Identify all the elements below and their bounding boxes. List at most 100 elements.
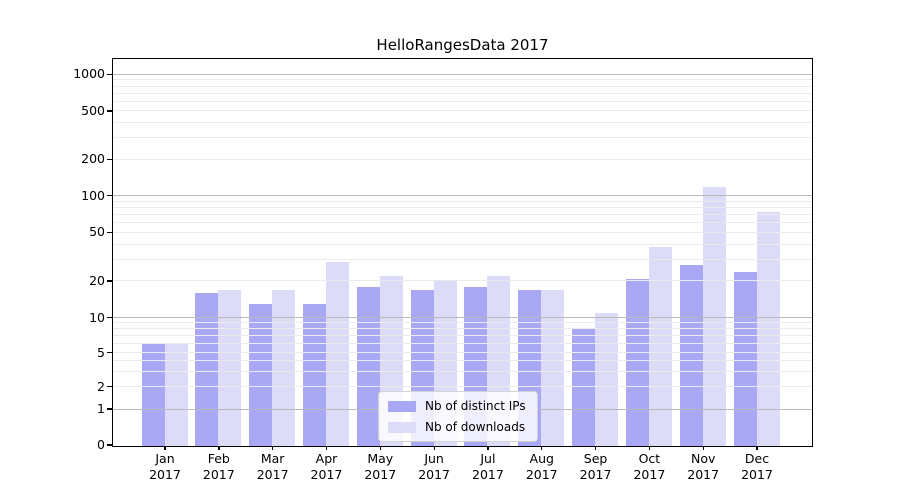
minor-gridline-9: [112, 322, 812, 324]
y-tick-label-10: 10: [89, 309, 105, 325]
x-tick-mark-jun: [433, 445, 435, 450]
minor-gridline-70: [112, 214, 812, 216]
y-tick-mark-1000: [107, 73, 112, 76]
minor-gridline-300: [112, 137, 812, 139]
minor-gridline-90: [112, 200, 812, 202]
bar-nb-of-distinct-ips-may: [356, 286, 380, 446]
y-tick-mark-10: [107, 316, 112, 319]
x-tick-label-jan: Jan 2017: [149, 451, 181, 482]
legend-swatch-icon: [388, 421, 416, 433]
x-tick-label-jun: Jun 2017: [418, 451, 450, 482]
y-tick-label-100: 100: [81, 187, 105, 203]
y-tick-mark-500: [107, 110, 112, 112]
x-tick-mark-apr: [325, 445, 328, 450]
bar-nb-of-distinct-ips-feb: [195, 293, 219, 446]
x-tick-mark-nov: [702, 445, 704, 450]
minor-gridline-500: [112, 110, 812, 112]
minor-gridline-800: [112, 85, 812, 87]
bar-nb-of-downloads-jan: [164, 343, 188, 446]
bar-nb-of-downloads-aug: [541, 289, 565, 446]
legend-swatch-icon: [388, 400, 416, 412]
x-tick-label-may: May 2017: [364, 451, 397, 482]
y-tick-mark-0: [107, 444, 112, 446]
y-tick-label-2: 2: [97, 378, 105, 394]
major-gridline-10: [112, 317, 812, 319]
y-tick-label-1: 1: [97, 401, 105, 417]
minor-gridline-20: [112, 280, 812, 282]
bar-nb-of-downloads-mar: [272, 289, 296, 446]
bar-nb-of-distinct-ips-dec: [733, 271, 757, 446]
legend-label: Nb of downloads: [425, 420, 526, 434]
y-tick-label-200: 200: [81, 151, 105, 167]
minor-gridline-30: [112, 258, 812, 260]
major-gridline-1000: [112, 73, 812, 75]
y-tick-mark-5: [107, 351, 112, 354]
x-tick-mark-oct: [648, 445, 651, 450]
minor-gridline-700: [112, 92, 812, 94]
x-tick-mark-mar: [272, 445, 274, 450]
x-tick-label-apr: Apr 2017: [310, 451, 343, 482]
minor-gridline-8: [112, 328, 812, 330]
x-tick-label-feb: Feb 2017: [202, 451, 235, 482]
x-tick-mark-dec: [756, 445, 758, 450]
legend: Nb of distinct IPs Nb of downloads: [378, 391, 538, 442]
y-tick-mark-200: [107, 158, 112, 160]
minor-gridline-900: [112, 79, 812, 81]
minor-gridline-7: [112, 335, 812, 337]
y-tick-label-0: 0: [97, 437, 105, 452]
x-tick-label-jul: Jul 2017: [472, 451, 504, 482]
minor-gridline-2: [112, 386, 812, 388]
y-tick-label-500: 500: [81, 102, 105, 118]
x-tick-label-dec: Dec 2017: [741, 451, 773, 482]
plot-inner: [112, 59, 812, 446]
y-tick-mark-2: [107, 385, 112, 388]
y-tick-label-1000: 1000: [73, 66, 105, 82]
x-tick-mark-aug: [541, 445, 543, 450]
minor-gridline-80: [112, 206, 812, 208]
minor-gridline-60: [112, 222, 812, 224]
major-gridline-100: [112, 195, 812, 197]
legend-row: Nb of distinct IPs: [388, 399, 526, 413]
bar-nb-of-distinct-ips-nov: [679, 265, 703, 446]
y-tick-label-5: 5: [97, 344, 105, 360]
minor-gridline-5: [112, 352, 812, 354]
minor-gridline-40: [112, 243, 812, 245]
bar-nb-of-downloads-oct: [648, 247, 672, 446]
bar-nb-of-downloads-apr: [325, 261, 349, 446]
y-tick-label-20: 20: [89, 272, 105, 288]
y-tick-mark-100: [107, 195, 112, 197]
minor-gridline-4: [112, 360, 812, 362]
x-tick-label-mar: Mar 2017: [256, 451, 289, 482]
bar-nb-of-distinct-ips-apr: [302, 304, 326, 446]
chart-title: HelloRangesData 2017: [376, 36, 549, 54]
x-tick-label-oct: Oct 2017: [633, 451, 666, 482]
legend-label: Nb of distinct IPs: [425, 399, 526, 413]
minor-gridline-400: [112, 122, 812, 124]
bar-nb-of-downloads-sep: [595, 313, 619, 446]
x-tick-mark-sep: [594, 445, 597, 450]
x-tick-mark-may: [379, 445, 381, 450]
legend-row: Nb of downloads: [388, 420, 526, 434]
y-tick-label-50: 50: [89, 224, 105, 240]
bar-nb-of-distinct-ips-oct: [625, 278, 649, 446]
bar-nb-of-downloads-nov: [702, 187, 726, 446]
minor-gridline-3: [112, 371, 812, 373]
y-tick-mark-50: [107, 231, 112, 234]
x-tick-label-aug: Aug 2017: [525, 451, 558, 482]
minor-gridline-600: [112, 100, 812, 102]
bar-nb-of-distinct-ips-mar: [249, 304, 273, 446]
minor-gridline-50: [112, 231, 812, 233]
plot-area: [111, 58, 813, 447]
bar-nb-of-downloads-feb: [218, 289, 242, 446]
x-tick-mark-jan: [164, 445, 166, 450]
y-tick-mark-20: [107, 280, 112, 282]
bar-nb-of-distinct-ips-sep: [572, 329, 596, 446]
minor-gridline-200: [112, 158, 812, 160]
x-tick-mark-feb: [218, 445, 220, 450]
minor-gridline-6: [112, 342, 812, 344]
x-tick-mark-jul: [487, 445, 489, 450]
x-tick-label-sep: Sep 2017: [579, 451, 612, 482]
bar-nb-of-distinct-ips-jan: [141, 343, 165, 446]
y-tick-mark-1: [107, 408, 112, 410]
